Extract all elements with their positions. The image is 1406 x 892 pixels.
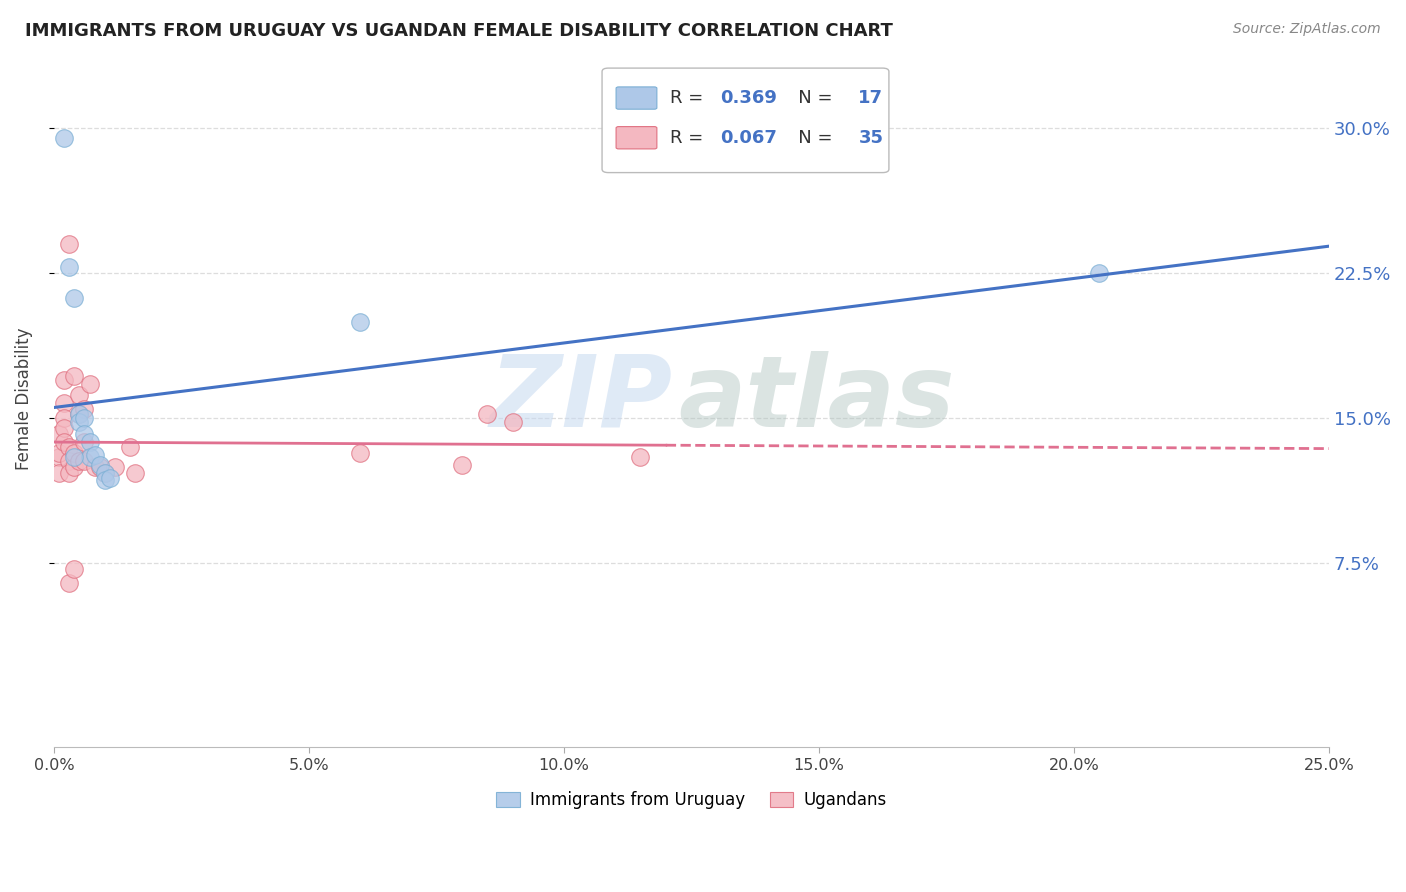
Point: [67, 454, 90, 468]
Point: [349, 446, 371, 460]
Text: R =: R =: [669, 89, 709, 107]
Point: [53, 130, 76, 145]
Point: [58, 441, 80, 455]
Point: [83, 448, 105, 462]
Point: [120, 441, 142, 455]
Point: [502, 415, 524, 429]
Point: [63, 446, 86, 460]
Point: [450, 458, 472, 472]
Point: [79, 450, 101, 464]
Point: [94, 466, 117, 480]
Point: [73, 426, 96, 441]
Point: [58, 466, 80, 480]
Point: [67, 388, 90, 402]
Point: [73, 401, 96, 416]
Point: [58, 454, 80, 468]
Point: [63, 368, 86, 383]
Point: [79, 434, 101, 449]
Point: [48, 446, 70, 460]
Text: N =: N =: [780, 89, 838, 107]
Point: [73, 411, 96, 425]
Text: ZIP: ZIP: [489, 351, 672, 448]
Point: [67, 415, 90, 429]
Point: [89, 459, 111, 474]
Y-axis label: Female Disability: Female Disability: [15, 327, 32, 470]
Point: [83, 459, 105, 474]
FancyBboxPatch shape: [616, 87, 657, 109]
Point: [53, 396, 76, 410]
Point: [67, 408, 90, 422]
Point: [94, 473, 117, 487]
Point: [53, 421, 76, 435]
Text: 35: 35: [858, 128, 883, 147]
Text: R =: R =: [669, 128, 709, 147]
Text: 17: 17: [858, 89, 883, 107]
Point: [73, 454, 96, 468]
Point: [53, 411, 76, 425]
Text: atlas: atlas: [679, 351, 955, 448]
Legend: Immigrants from Uruguay, Ugandans: Immigrants from Uruguay, Ugandans: [489, 784, 893, 815]
Point: [628, 450, 651, 464]
FancyBboxPatch shape: [602, 68, 889, 172]
Point: [53, 434, 76, 449]
Point: [48, 426, 70, 441]
Point: [48, 466, 70, 480]
Point: [1088, 266, 1111, 280]
Point: [48, 450, 70, 464]
Text: 0.067: 0.067: [721, 128, 778, 147]
Point: [94, 466, 117, 480]
Text: N =: N =: [780, 128, 838, 147]
FancyBboxPatch shape: [616, 127, 657, 149]
Point: [63, 292, 86, 306]
Point: [58, 260, 80, 275]
Text: IMMIGRANTS FROM URUGUAY VS UGANDAN FEMALE DISABILITY CORRELATION CHART: IMMIGRANTS FROM URUGUAY VS UGANDAN FEMAL…: [25, 22, 893, 40]
Point: [63, 562, 86, 576]
Point: [58, 237, 80, 252]
Text: Source: ZipAtlas.com: Source: ZipAtlas.com: [1233, 22, 1381, 37]
Text: 0.369: 0.369: [721, 89, 778, 107]
Point: [79, 376, 101, 391]
Point: [63, 450, 86, 464]
Point: [349, 315, 371, 329]
Point: [89, 458, 111, 472]
Point: [58, 575, 80, 590]
Point: [104, 459, 127, 474]
Point: [477, 408, 499, 422]
Point: [63, 459, 86, 474]
Point: [53, 373, 76, 387]
Point: [73, 434, 96, 449]
Point: [98, 471, 121, 485]
Point: [124, 466, 146, 480]
Point: [67, 408, 90, 422]
